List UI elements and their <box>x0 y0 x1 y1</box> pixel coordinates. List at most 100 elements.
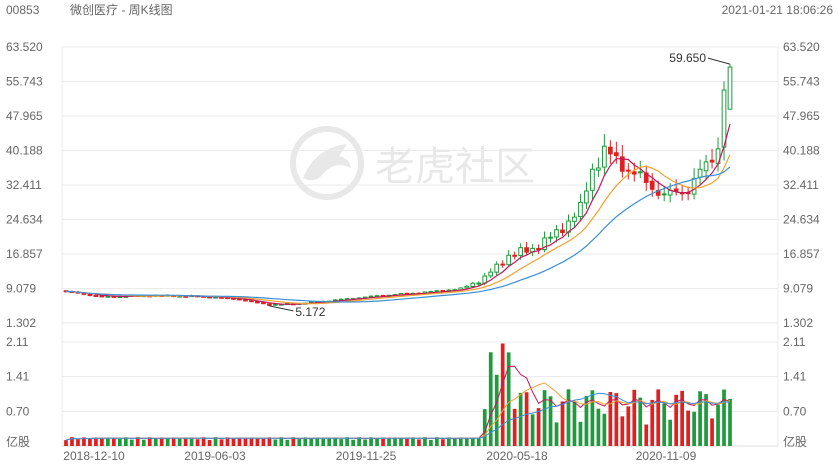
price-axis-right: 63.520 55.743 47.965 40.188 32.411 24.634 16.8… <box>783 40 820 330</box>
volume-bar <box>135 437 140 446</box>
volume-bar <box>123 437 128 446</box>
volume-bar <box>333 437 338 446</box>
watermark: 老虎社区 <box>290 126 535 200</box>
volume-bar <box>578 421 583 446</box>
volume-bar <box>249 438 254 446</box>
candle-down <box>619 156 625 172</box>
volume-bar <box>393 438 397 446</box>
min-marker-line <box>269 305 294 312</box>
volume-bar <box>100 438 104 446</box>
volume-bar <box>273 439 278 446</box>
price-tick-label: 40.188 <box>783 144 820 158</box>
volume-bar <box>608 392 613 446</box>
candle-down <box>237 298 242 301</box>
candle-down <box>631 171 637 175</box>
candle-up <box>727 66 733 110</box>
candle-down <box>267 303 272 306</box>
candle-up <box>476 282 482 285</box>
volume-bar <box>674 394 679 446</box>
volume-bar <box>297 439 302 446</box>
watermark-text: 老虎社区 <box>375 145 535 189</box>
volume-tick-label: 0.70 <box>783 404 807 418</box>
volume-bar <box>686 410 690 446</box>
volume-bar <box>303 437 308 446</box>
date-tick-label: 2018-12-10 <box>63 449 125 463</box>
candle-up <box>721 89 727 148</box>
volume-bar <box>183 438 188 446</box>
volume-bar <box>698 391 702 446</box>
volume-bar <box>584 395 589 446</box>
price-tick-label: 63.520 <box>6 40 43 54</box>
price-axis-left: 63.520 55.743 47.965 40.188 32.411 24.634 16.8… <box>6 40 43 330</box>
price-tick-label: 1.302 <box>783 316 813 330</box>
volume-bar <box>177 437 182 446</box>
volume-bar <box>626 406 631 446</box>
candle-up <box>494 263 500 273</box>
candle-down <box>613 152 619 157</box>
volume-bar <box>417 439 421 446</box>
price-tick-label: 1.302 <box>6 316 36 330</box>
volume-bar <box>94 437 98 446</box>
volume-bar <box>225 437 230 446</box>
price-tick-label: 47.965 <box>783 109 820 123</box>
candle-up <box>637 171 643 174</box>
ma20-line <box>65 166 731 303</box>
candle-up <box>518 247 523 257</box>
max-marker-line <box>707 57 731 65</box>
volume-bar <box>189 437 194 446</box>
volume-bar <box>452 438 457 446</box>
candle-up <box>661 193 667 196</box>
volume-bar <box>441 439 445 446</box>
volume-bar <box>506 352 511 446</box>
candle-down <box>87 293 93 297</box>
volume-bar <box>494 374 499 446</box>
volume-bar <box>64 440 68 446</box>
candle-up <box>602 145 607 168</box>
volume-bar <box>548 396 553 446</box>
volume-bar <box>446 437 451 446</box>
volume-bar <box>536 408 541 446</box>
candle-up <box>105 295 111 298</box>
volume-bar <box>429 440 433 446</box>
price-tick-label: 47.965 <box>6 109 43 123</box>
volume-bar <box>327 438 332 446</box>
timestamp: 2021-01-21 18:06:26 <box>722 3 834 17</box>
volume-bar <box>722 389 726 446</box>
volume-bar <box>680 390 684 446</box>
volume-bar <box>524 392 529 446</box>
date-axis: 2018-12-10 2019-06-03 2019-11-25 2020-05-18… <box>63 449 696 463</box>
candle-up <box>542 237 547 250</box>
volume-bar <box>171 437 176 446</box>
volume-bar <box>117 438 122 446</box>
volume-bar <box>692 411 696 446</box>
chart-title: 微创医疗 - 周K线图 <box>70 3 173 17</box>
price-tick-label: 32.411 <box>783 178 819 192</box>
volume-bar <box>321 437 326 446</box>
volume-bar <box>357 437 361 446</box>
tiger-logo-icon <box>290 126 364 200</box>
volume-bar <box>512 408 517 446</box>
volume-bar <box>309 438 314 446</box>
volume-bar <box>345 437 350 446</box>
candle-down <box>243 299 248 302</box>
volume-bar <box>255 437 260 446</box>
volume-bar <box>650 399 655 446</box>
volume-bar <box>602 413 607 446</box>
volume-tick-label: 1.41 <box>6 370 30 384</box>
volume-bar <box>423 437 427 446</box>
volume-bar <box>554 422 559 446</box>
volume-bar <box>267 437 272 446</box>
volume-bar <box>399 437 403 446</box>
volume-bar <box>560 401 565 446</box>
candle-up <box>464 285 470 289</box>
volume-unit-label: 亿股 <box>783 434 807 449</box>
volume-bar <box>112 437 116 446</box>
volume-bar <box>572 401 577 446</box>
volume-unit-label: 亿股 <box>6 434 30 449</box>
volume-tick-label: 1.41 <box>783 370 807 384</box>
volume-bar <box>291 437 296 446</box>
candle-down <box>261 302 266 305</box>
price-tick-label: 9.079 <box>6 282 36 296</box>
volume-tick-label: 2.11 <box>6 335 29 349</box>
